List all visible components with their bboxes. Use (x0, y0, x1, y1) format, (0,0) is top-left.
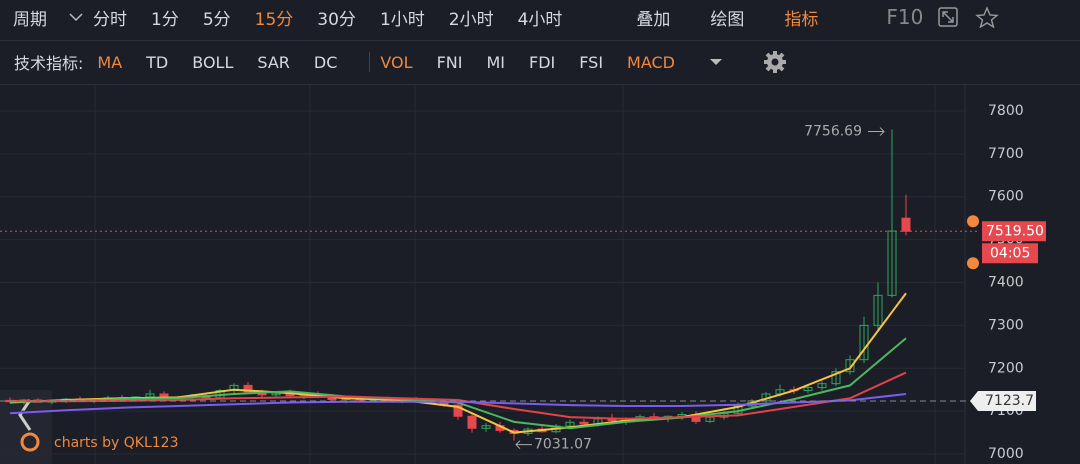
menu-item[interactable]: FNI (436, 52, 463, 72)
ref-tag (970, 390, 1036, 411)
candle-body (831, 371, 841, 385)
star-icon[interactable] (975, 6, 1000, 28)
low-arrow (515, 440, 532, 450)
low-label: 7031.07 (534, 437, 592, 453)
menu-item[interactable]: SAR (257, 52, 290, 72)
y-tick-label: 7400 (988, 274, 1024, 290)
menu-item[interactable]: TD (146, 52, 169, 72)
menu-item[interactable]: 分时 (93, 9, 127, 30)
menu-item[interactable]: VOL (380, 52, 413, 72)
dropdown-arrow[interactable] (709, 57, 723, 67)
f10[interactable]: F10 (886, 5, 924, 29)
ma-line (9, 371, 907, 420)
indicator-bar: 技术指标: MA TD BOLL SAR DC VOL FNI MI FDI FSI MACD (0, 43, 1080, 81)
fullscreen-icon[interactable] (937, 6, 959, 28)
y-tick-label: 7300 (988, 317, 1024, 333)
chevron[interactable] (69, 12, 83, 22)
period-label: 周期 (13, 9, 47, 30)
high-arrow (868, 127, 885, 136)
candle-body (243, 384, 253, 393)
watermark: charts by QKL123 (54, 435, 178, 451)
candle-body (873, 294, 883, 326)
v-grid (94, 85, 936, 464)
menu-item[interactable]: 指标 (784, 9, 819, 30)
menu-item[interactable]: BOLL (192, 52, 234, 72)
y-tick-label: 7800 (988, 103, 1024, 119)
candle-body (845, 359, 855, 373)
toolbar: 周期 分时 1分 5分 15分 30分 1小时 2小时 4小时 叠加 绘图 指标 F10 (0, 0, 1080, 34)
settings-icon[interactable] (763, 50, 787, 74)
menu-item[interactable]: 4小时 (517, 9, 563, 30)
y-tick-label: 7000 (988, 446, 1024, 462)
menu-item[interactable]: FSI (579, 52, 604, 72)
ref-price: 7123.7 (985, 393, 1034, 409)
menu-item[interactable]: 5分 (202, 9, 231, 30)
menu-item[interactable]: 叠加 (636, 9, 671, 30)
candle-body (817, 383, 827, 389)
divider (0, 40, 1080, 41)
logo (20, 432, 40, 452)
price-tag (982, 221, 1046, 242)
high-label: 7756.69 (804, 124, 862, 140)
menu-item[interactable]: DC (313, 52, 338, 72)
nav-arrow[interactable] (18, 399, 32, 431)
divider (0, 84, 1080, 85)
menu-item[interactable]: 绘图 (710, 9, 745, 30)
candle-body (453, 404, 463, 417)
nav-panel[interactable] (0, 390, 52, 464)
y-tick-label: 7200 (988, 360, 1024, 376)
candle-body (803, 387, 813, 392)
candle-body (565, 421, 575, 427)
candle-body (467, 415, 477, 429)
candle-body (901, 217, 911, 232)
y-tick-label: 7700 (988, 146, 1024, 162)
marker (967, 215, 979, 228)
chart: charts by QKL123 70007100720073007400750… (0, 85, 1080, 464)
marker (967, 257, 979, 270)
countdown-tag (982, 243, 1038, 264)
candle-body (481, 425, 491, 429)
menu-item[interactable]: 30分 (317, 9, 356, 30)
separator (369, 52, 371, 72)
menu-item[interactable]: FDI (528, 52, 556, 72)
indicator-label: 技术指标: (14, 54, 84, 73)
menu-item[interactable]: MA (97, 52, 123, 72)
menu-item[interactable]: 1分 (151, 9, 179, 30)
menu-item[interactable]: 2小时 (448, 9, 494, 30)
candle-body (579, 421, 589, 425)
y-tick-label: 7600 (988, 189, 1024, 205)
menu-item[interactable]: 15分 (254, 9, 294, 30)
last-price: 7519.50 (986, 223, 1044, 239)
ma-line (9, 392, 907, 415)
menu-item[interactable]: MACD (627, 52, 675, 72)
countdown: 04:05 (990, 245, 1030, 261)
menu-item[interactable]: MI (486, 52, 505, 72)
menu-item[interactable]: 1小时 (379, 9, 425, 30)
